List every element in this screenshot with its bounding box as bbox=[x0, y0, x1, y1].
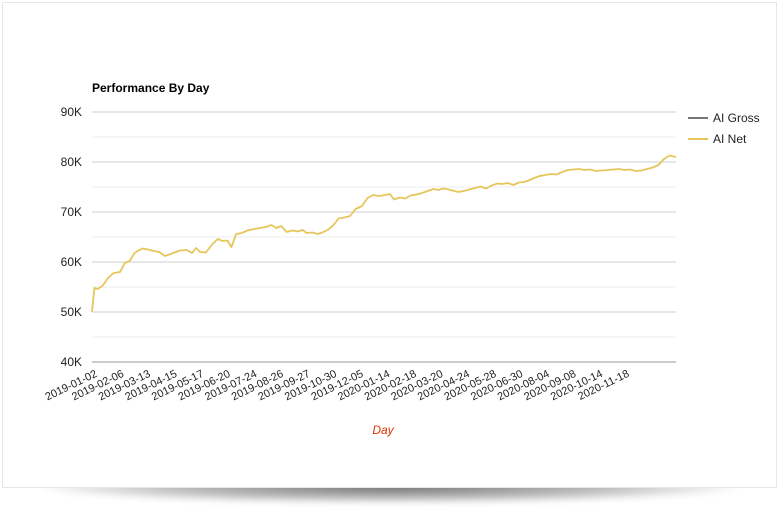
legend-item-label: AI Gross bbox=[713, 111, 760, 125]
y-tick-label: 60K bbox=[61, 255, 82, 269]
y-tick-label: 50K bbox=[61, 305, 82, 319]
y-tick-label: 90K bbox=[61, 105, 82, 119]
y-tick-label: 70K bbox=[61, 205, 82, 219]
legend-item-label: AI Net bbox=[713, 132, 747, 146]
grid-lines bbox=[92, 111, 676, 363]
chart-title: Performance By Day bbox=[92, 81, 210, 95]
chart-card bbox=[2, 2, 777, 488]
y-axis: 40K 50K 60K 70K 80K 90K bbox=[61, 105, 82, 369]
y-tick-label: 40K bbox=[61, 355, 82, 369]
series-line-ai-net bbox=[91, 154, 677, 313]
x-axis: 2019-01-022019-02-062019-03-132019-04-15… bbox=[43, 368, 631, 403]
x-axis-label: Day bbox=[372, 423, 394, 437]
series-lines bbox=[91, 154, 677, 313]
legend: AI Gross AI Net bbox=[688, 111, 760, 146]
y-tick-label: 80K bbox=[61, 155, 82, 169]
